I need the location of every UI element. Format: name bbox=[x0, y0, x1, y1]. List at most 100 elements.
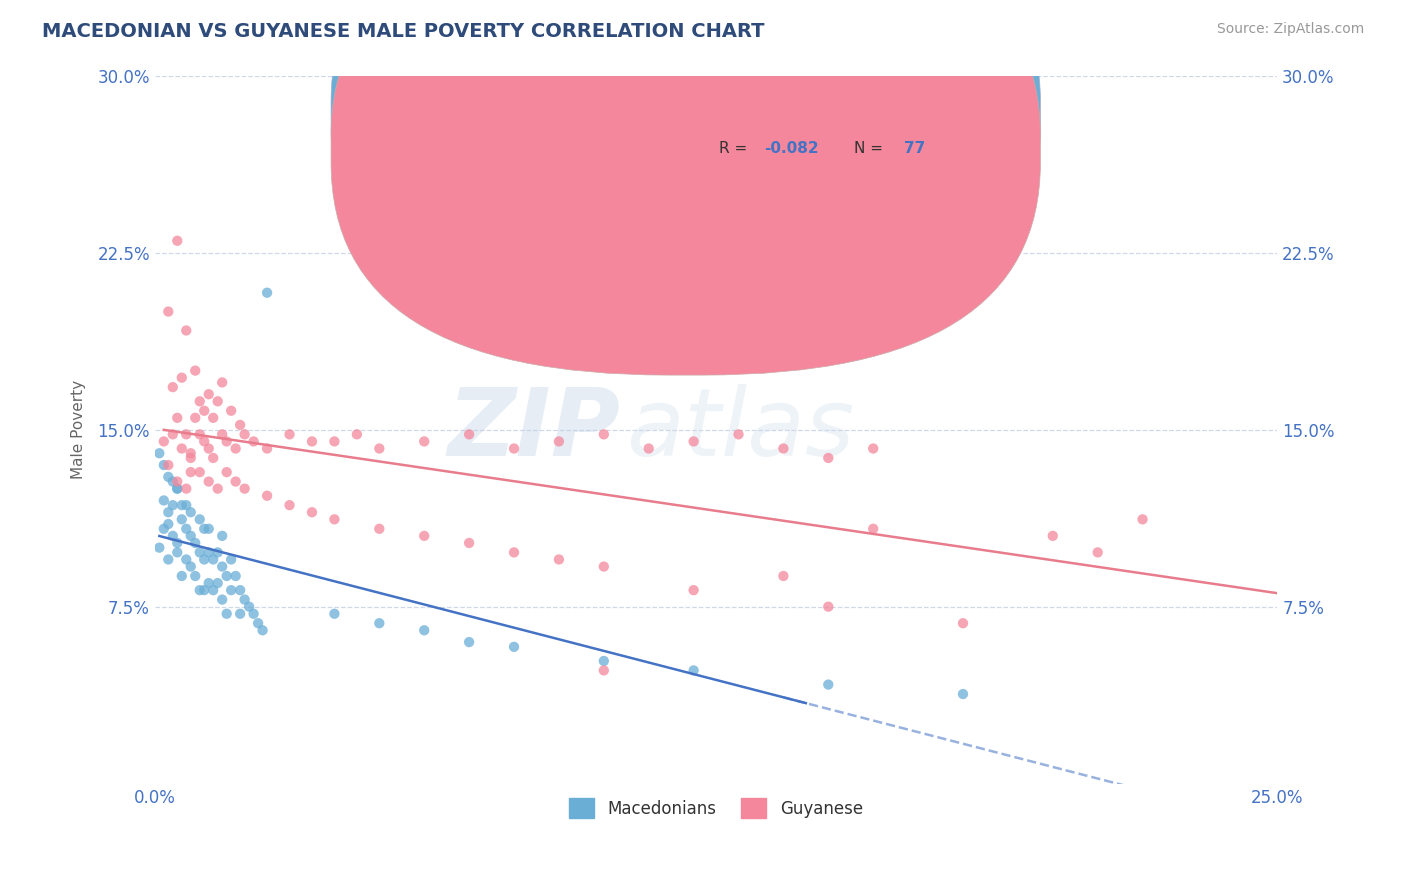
Point bbox=[148, 541, 170, 555]
Point bbox=[952, 616, 974, 631]
Point bbox=[170, 512, 193, 526]
Point bbox=[180, 529, 202, 543]
Point bbox=[256, 489, 278, 503]
Point bbox=[207, 576, 229, 591]
Point bbox=[188, 512, 211, 526]
Text: R =: R = bbox=[720, 141, 748, 156]
Point bbox=[211, 376, 233, 390]
Point bbox=[193, 583, 215, 598]
Point bbox=[162, 529, 184, 543]
Point bbox=[252, 624, 274, 638]
Point bbox=[1087, 545, 1109, 559]
Point bbox=[197, 522, 219, 536]
Point bbox=[153, 458, 176, 472]
Point bbox=[637, 442, 659, 456]
Point bbox=[1132, 512, 1154, 526]
Point bbox=[233, 592, 256, 607]
Point bbox=[817, 450, 839, 465]
FancyBboxPatch shape bbox=[643, 83, 1008, 178]
Y-axis label: Male Poverty: Male Poverty bbox=[72, 380, 86, 479]
FancyBboxPatch shape bbox=[330, 0, 1040, 376]
Point bbox=[458, 536, 481, 550]
Point bbox=[952, 687, 974, 701]
Legend: Macedonians, Guyanese: Macedonians, Guyanese bbox=[562, 791, 870, 825]
Point bbox=[166, 475, 188, 489]
Point bbox=[215, 465, 238, 479]
Point bbox=[166, 234, 188, 248]
Point bbox=[368, 442, 391, 456]
Point bbox=[233, 427, 256, 442]
Point bbox=[188, 427, 211, 442]
Point bbox=[817, 677, 839, 691]
Point bbox=[211, 529, 233, 543]
Point bbox=[862, 442, 884, 456]
Point bbox=[229, 607, 252, 621]
Point bbox=[170, 498, 193, 512]
Point bbox=[413, 529, 436, 543]
Point bbox=[727, 427, 749, 442]
Point bbox=[188, 465, 211, 479]
Point bbox=[1042, 529, 1064, 543]
Point bbox=[592, 654, 614, 668]
Point bbox=[188, 583, 211, 598]
Text: R =: R = bbox=[720, 107, 748, 122]
Point bbox=[197, 387, 219, 401]
Point bbox=[174, 498, 197, 512]
Point bbox=[592, 427, 614, 442]
Point bbox=[278, 427, 301, 442]
Point bbox=[772, 442, 794, 456]
Text: Source: ZipAtlas.com: Source: ZipAtlas.com bbox=[1216, 22, 1364, 37]
Point bbox=[157, 517, 180, 532]
Point bbox=[772, 569, 794, 583]
Point bbox=[174, 552, 197, 566]
Point bbox=[180, 450, 202, 465]
Point bbox=[592, 559, 614, 574]
Point bbox=[817, 599, 839, 614]
Point bbox=[238, 599, 260, 614]
Point bbox=[242, 434, 264, 449]
Text: 65: 65 bbox=[904, 107, 925, 122]
Point bbox=[247, 616, 270, 631]
Point bbox=[301, 434, 323, 449]
Point bbox=[166, 482, 188, 496]
Point bbox=[197, 475, 219, 489]
FancyBboxPatch shape bbox=[330, 0, 1040, 341]
Point bbox=[862, 522, 884, 536]
Point bbox=[193, 552, 215, 566]
Point bbox=[323, 434, 346, 449]
Point bbox=[180, 559, 202, 574]
Point bbox=[256, 442, 278, 456]
Point bbox=[225, 475, 247, 489]
Point bbox=[162, 498, 184, 512]
Point bbox=[170, 370, 193, 384]
Point bbox=[215, 434, 238, 449]
Point bbox=[278, 498, 301, 512]
Text: -0.318: -0.318 bbox=[765, 107, 818, 122]
Point bbox=[219, 583, 242, 598]
Point bbox=[323, 607, 346, 621]
Point bbox=[229, 417, 252, 432]
Point bbox=[148, 446, 170, 460]
Point bbox=[157, 304, 180, 318]
Point bbox=[211, 592, 233, 607]
Point bbox=[157, 458, 180, 472]
Point bbox=[202, 583, 225, 598]
Point bbox=[174, 522, 197, 536]
Point bbox=[202, 410, 225, 425]
Text: atlas: atlas bbox=[626, 384, 855, 475]
Point bbox=[184, 536, 207, 550]
Point bbox=[162, 475, 184, 489]
Point bbox=[153, 522, 176, 536]
Point bbox=[157, 470, 180, 484]
Text: -0.082: -0.082 bbox=[765, 141, 818, 156]
Point bbox=[180, 446, 202, 460]
Point bbox=[166, 545, 188, 559]
Point bbox=[170, 442, 193, 456]
Text: ZIP: ZIP bbox=[447, 384, 620, 475]
Point bbox=[682, 664, 704, 678]
Point bbox=[368, 616, 391, 631]
Point bbox=[503, 442, 526, 456]
Point bbox=[225, 442, 247, 456]
Point bbox=[174, 482, 197, 496]
Point bbox=[211, 427, 233, 442]
